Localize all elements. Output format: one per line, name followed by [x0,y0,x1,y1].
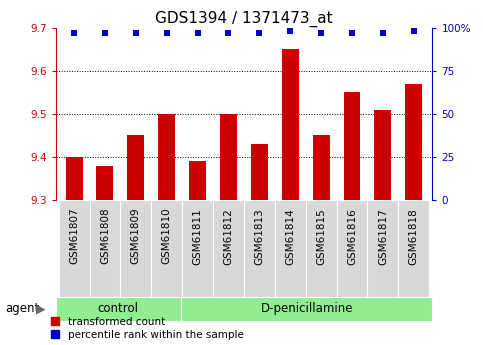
Text: agent: agent [5,302,39,315]
Point [410,28,418,34]
Point [70,30,78,36]
Text: GSM61818: GSM61818 [409,208,419,265]
Text: ▶: ▶ [36,302,45,315]
Text: GSM61816: GSM61816 [347,208,357,265]
Point [194,30,201,36]
Bar [158,114,175,200]
Text: D-penicillamine: D-penicillamine [260,302,353,315]
Point [163,30,170,36]
Text: GSM61807: GSM61807 [69,208,79,265]
Text: control: control [98,302,139,315]
Bar [213,200,244,297]
Point [348,30,356,36]
Bar [244,200,275,297]
Point [225,30,232,36]
Bar [189,161,206,200]
Legend: transformed count, percentile rank within the sample: transformed count, percentile rank withi… [51,317,243,340]
Bar [89,200,120,297]
Bar [337,200,368,297]
Text: GDS1394 / 1371473_at: GDS1394 / 1371473_at [155,10,333,27]
Bar [220,114,237,200]
Bar [405,83,422,200]
Bar [398,200,429,297]
Text: GSM61815: GSM61815 [316,208,326,265]
Bar [181,297,432,321]
Point [379,30,387,36]
Text: GSM61811: GSM61811 [193,208,202,265]
Bar [282,49,298,200]
Text: GSM61809: GSM61809 [131,208,141,265]
Bar [368,200,398,297]
Bar [306,200,337,297]
Bar [251,144,268,200]
Bar [66,157,83,200]
Point [256,30,263,36]
Bar [97,166,114,200]
Bar [313,136,329,200]
Text: GSM61817: GSM61817 [378,208,388,265]
Bar [182,200,213,297]
Text: GSM61813: GSM61813 [255,208,264,265]
Bar [374,110,391,200]
Point [101,30,109,36]
Point [317,30,325,36]
Bar [275,200,306,297]
Point [286,28,294,34]
Text: GSM61812: GSM61812 [224,208,233,265]
Bar [128,136,144,200]
Bar [120,200,151,297]
Text: GSM61810: GSM61810 [162,208,172,265]
Bar [343,92,360,200]
Text: GSM61808: GSM61808 [100,208,110,265]
Bar [56,297,181,321]
Bar [151,200,182,297]
Bar [58,200,89,297]
Point [132,30,140,36]
Text: GSM61814: GSM61814 [285,208,295,265]
